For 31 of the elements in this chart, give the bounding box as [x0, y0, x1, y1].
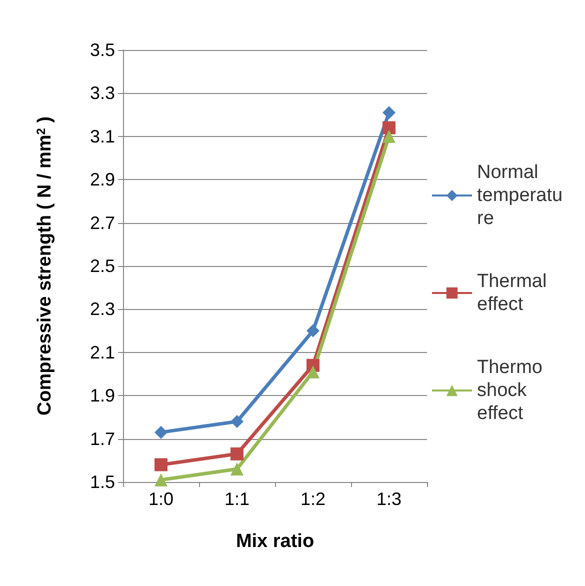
y-tick-label: 3.5 — [90, 40, 115, 60]
point — [230, 415, 244, 428]
y-tick-label: 2.9 — [90, 170, 115, 190]
y-tick-label: 1.7 — [90, 428, 115, 449]
point — [230, 462, 244, 476]
point — [154, 473, 168, 486]
point — [306, 365, 320, 378]
x-tick-label: 1:1 — [224, 489, 250, 509]
y-tick-label: 3.1 — [90, 126, 115, 146]
y-axis-title: Compressive strength ( N / mm2 ) — [34, 116, 56, 416]
point — [306, 324, 320, 338]
y-tick-label: 2.7 — [90, 212, 115, 233]
legend-label: Normal temperature — [477, 162, 563, 229]
point — [230, 447, 244, 460]
point — [382, 130, 396, 143]
y-tick-label: 2.5 — [90, 256, 115, 276]
y-tick-label: 2.3 — [90, 299, 115, 320]
x-tick-label: 1:0 — [148, 489, 174, 509]
y-tick-label: 2.1 — [90, 342, 115, 362]
point — [382, 106, 396, 120]
x-axis-title: Mix ratio — [236, 531, 314, 552]
x-tick-label: 1:2 — [300, 489, 326, 509]
legend-label: Thermo shock effect — [477, 357, 548, 424]
point — [154, 426, 168, 439]
y-tick-label: 3.3 — [90, 83, 115, 104]
point — [154, 458, 168, 472]
point — [382, 121, 396, 134]
legend-label: Thermal effect — [477, 271, 552, 315]
y-tick-label: 1.5 — [90, 472, 115, 492]
y-tick-label: 1.9 — [90, 386, 115, 406]
x-tick-label: 1:3 — [376, 489, 402, 509]
